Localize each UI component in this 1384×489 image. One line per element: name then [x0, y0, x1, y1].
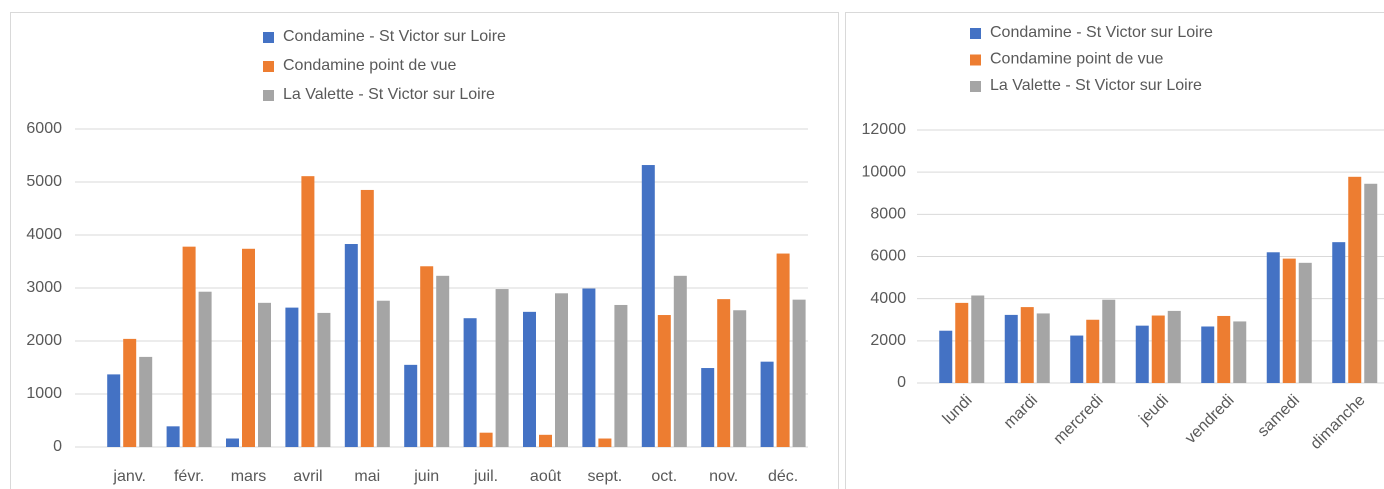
- legend-swatch: [263, 32, 274, 43]
- y-tick-label: 0: [53, 438, 62, 455]
- bar: [776, 253, 790, 447]
- x-tick-label: déc.: [768, 468, 798, 485]
- bar: [107, 374, 121, 447]
- x-tick-label: nov.: [709, 468, 738, 485]
- legend-swatch: [970, 28, 981, 39]
- legend-label: Condamine - St Victor sur Loire: [283, 28, 506, 45]
- bar: [792, 299, 806, 447]
- y-tick-label: 2000: [870, 332, 906, 349]
- x-tick-label: févr.: [174, 468, 204, 485]
- x-tick-label: juil.: [473, 468, 498, 485]
- legend-label: La Valette - St Victor sur Loire: [990, 77, 1202, 94]
- bar: [1135, 325, 1149, 383]
- bar: [1201, 326, 1215, 383]
- bar: [258, 302, 271, 447]
- bar: [971, 295, 985, 383]
- bar: [657, 315, 671, 447]
- y-tick-label: 5000: [26, 173, 62, 190]
- legend-label: Condamine point de vue: [990, 51, 1164, 68]
- bar: [420, 266, 434, 447]
- bar: [555, 293, 568, 447]
- y-tick-label: 10000: [862, 163, 907, 180]
- y-tick-label: 6000: [870, 248, 906, 265]
- bar: [1217, 315, 1231, 383]
- bar: [436, 275, 450, 447]
- bar: [582, 288, 596, 447]
- x-tick-label: juin: [413, 468, 439, 485]
- bar: [641, 165, 655, 448]
- bar: [955, 302, 969, 383]
- bar: [166, 426, 180, 447]
- bar: [479, 432, 493, 447]
- x-tick-label: mars: [231, 468, 267, 485]
- bar: [1102, 299, 1116, 383]
- x-tick-label: sept.: [588, 468, 623, 485]
- bar: [376, 300, 390, 447]
- legend-swatch: [263, 90, 274, 101]
- bar: [1266, 252, 1280, 383]
- y-tick-label: 3000: [26, 279, 62, 296]
- bar: [1070, 335, 1084, 383]
- x-tick-label: avril: [293, 468, 322, 485]
- y-tick-label: 8000: [870, 206, 906, 223]
- y-tick-label: 12000: [862, 121, 907, 138]
- bar: [523, 311, 536, 447]
- bar: [317, 312, 331, 447]
- bar: [123, 338, 137, 447]
- bar: [360, 189, 374, 447]
- y-tick-label: 4000: [870, 290, 906, 307]
- y-tick-label: 1000: [26, 385, 62, 402]
- bar: [939, 330, 953, 383]
- bar: [733, 310, 747, 447]
- y-tick-label: 6000: [26, 120, 62, 137]
- legend-label: La Valette - St Victor sur Loire: [283, 86, 495, 103]
- y-tick-label: 0: [897, 374, 906, 391]
- bar: [760, 361, 774, 447]
- legend-label: Condamine point de vue: [283, 57, 457, 74]
- bar: [1348, 176, 1362, 383]
- bar: [285, 307, 299, 447]
- y-tick-label: 4000: [26, 226, 62, 243]
- bar: [701, 368, 715, 447]
- bar: [1020, 307, 1034, 383]
- x-tick-label: oct.: [651, 468, 677, 485]
- bar: [598, 438, 612, 447]
- y-tick-label: 2000: [26, 332, 62, 349]
- x-tick-label: mai: [354, 468, 380, 485]
- chart-frame: [845, 12, 1384, 489]
- bar: [1332, 242, 1346, 383]
- bar: [1036, 313, 1050, 383]
- bar: [404, 364, 418, 447]
- bar: [139, 356, 153, 447]
- bar: [539, 434, 552, 447]
- legend-swatch: [970, 81, 981, 92]
- bar: [1167, 310, 1181, 383]
- bar: [717, 299, 731, 447]
- bar: [614, 304, 628, 447]
- bar: [1233, 321, 1247, 383]
- bar: [1086, 319, 1100, 383]
- bar: [301, 176, 315, 448]
- bar: [1282, 258, 1296, 383]
- x-tick-label: janv.: [112, 468, 146, 485]
- bar: [1364, 183, 1378, 383]
- bar: [198, 291, 212, 447]
- bar: [242, 248, 255, 447]
- bar: [226, 438, 239, 447]
- legend-label: Condamine - St Victor sur Loire: [990, 24, 1213, 41]
- bar: [1151, 315, 1165, 383]
- bar: [673, 275, 687, 447]
- legend-swatch: [970, 54, 981, 66]
- bar: [1004, 314, 1018, 383]
- bar: [1298, 262, 1312, 383]
- bar: [463, 318, 477, 447]
- legend-swatch: [263, 61, 274, 72]
- bar: [495, 289, 509, 447]
- x-tick-label: août: [530, 468, 562, 485]
- bar: [344, 244, 358, 447]
- bar: [182, 246, 196, 447]
